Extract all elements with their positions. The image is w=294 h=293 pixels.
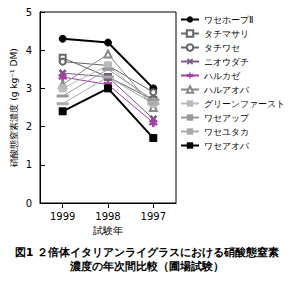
svg-text:グリーンファースト: グリーンファースト bbox=[204, 99, 285, 109]
svg-text:図1 ２倍体イタリアンライグラスにおける硝酸態窒素: 図1 ２倍体イタリアンライグラスにおける硝酸態窒素 bbox=[15, 246, 279, 259]
svg-text:1997: 1997 bbox=[141, 211, 166, 222]
svg-text:ワセアップ: ワセアップ bbox=[204, 113, 250, 123]
svg-text:濃度の年次間比較（圃場試験）: 濃度の年次間比較（圃場試験） bbox=[69, 260, 224, 273]
svg-text:5: 5 bbox=[26, 7, 32, 18]
svg-text:2: 2 bbox=[26, 121, 32, 132]
svg-text:ワセホープⅡ: ワセホープⅡ bbox=[204, 15, 253, 25]
svg-text:タチマサリ: タチマサリ bbox=[204, 29, 249, 39]
svg-text:0: 0 bbox=[26, 198, 32, 209]
svg-text:ハルアオバ: ハルアオバ bbox=[203, 85, 250, 95]
svg-text:ニオウダチ: ニオウダチ bbox=[204, 57, 249, 67]
svg-text:硝酸態窒素濃度 (g kg⁻¹ DM): 硝酸態窒素濃度 (g kg⁻¹ DM) bbox=[9, 48, 19, 167]
svg-text:タチワセ: タチワセ bbox=[204, 43, 240, 53]
svg-text:1998: 1998 bbox=[95, 211, 120, 222]
svg-text:1: 1 bbox=[26, 159, 32, 170]
svg-text:1999: 1999 bbox=[50, 211, 75, 222]
svg-text:ワセユタカ: ワセユタカ bbox=[204, 127, 249, 137]
svg-text:4: 4 bbox=[26, 45, 32, 56]
svg-text:試験年: 試験年 bbox=[93, 225, 123, 236]
svg-text:ハルカゼ: ハルカゼ bbox=[203, 71, 241, 81]
svg-text:3: 3 bbox=[26, 83, 32, 94]
svg-text:ワセアオバ: ワセアオバ bbox=[204, 141, 250, 151]
